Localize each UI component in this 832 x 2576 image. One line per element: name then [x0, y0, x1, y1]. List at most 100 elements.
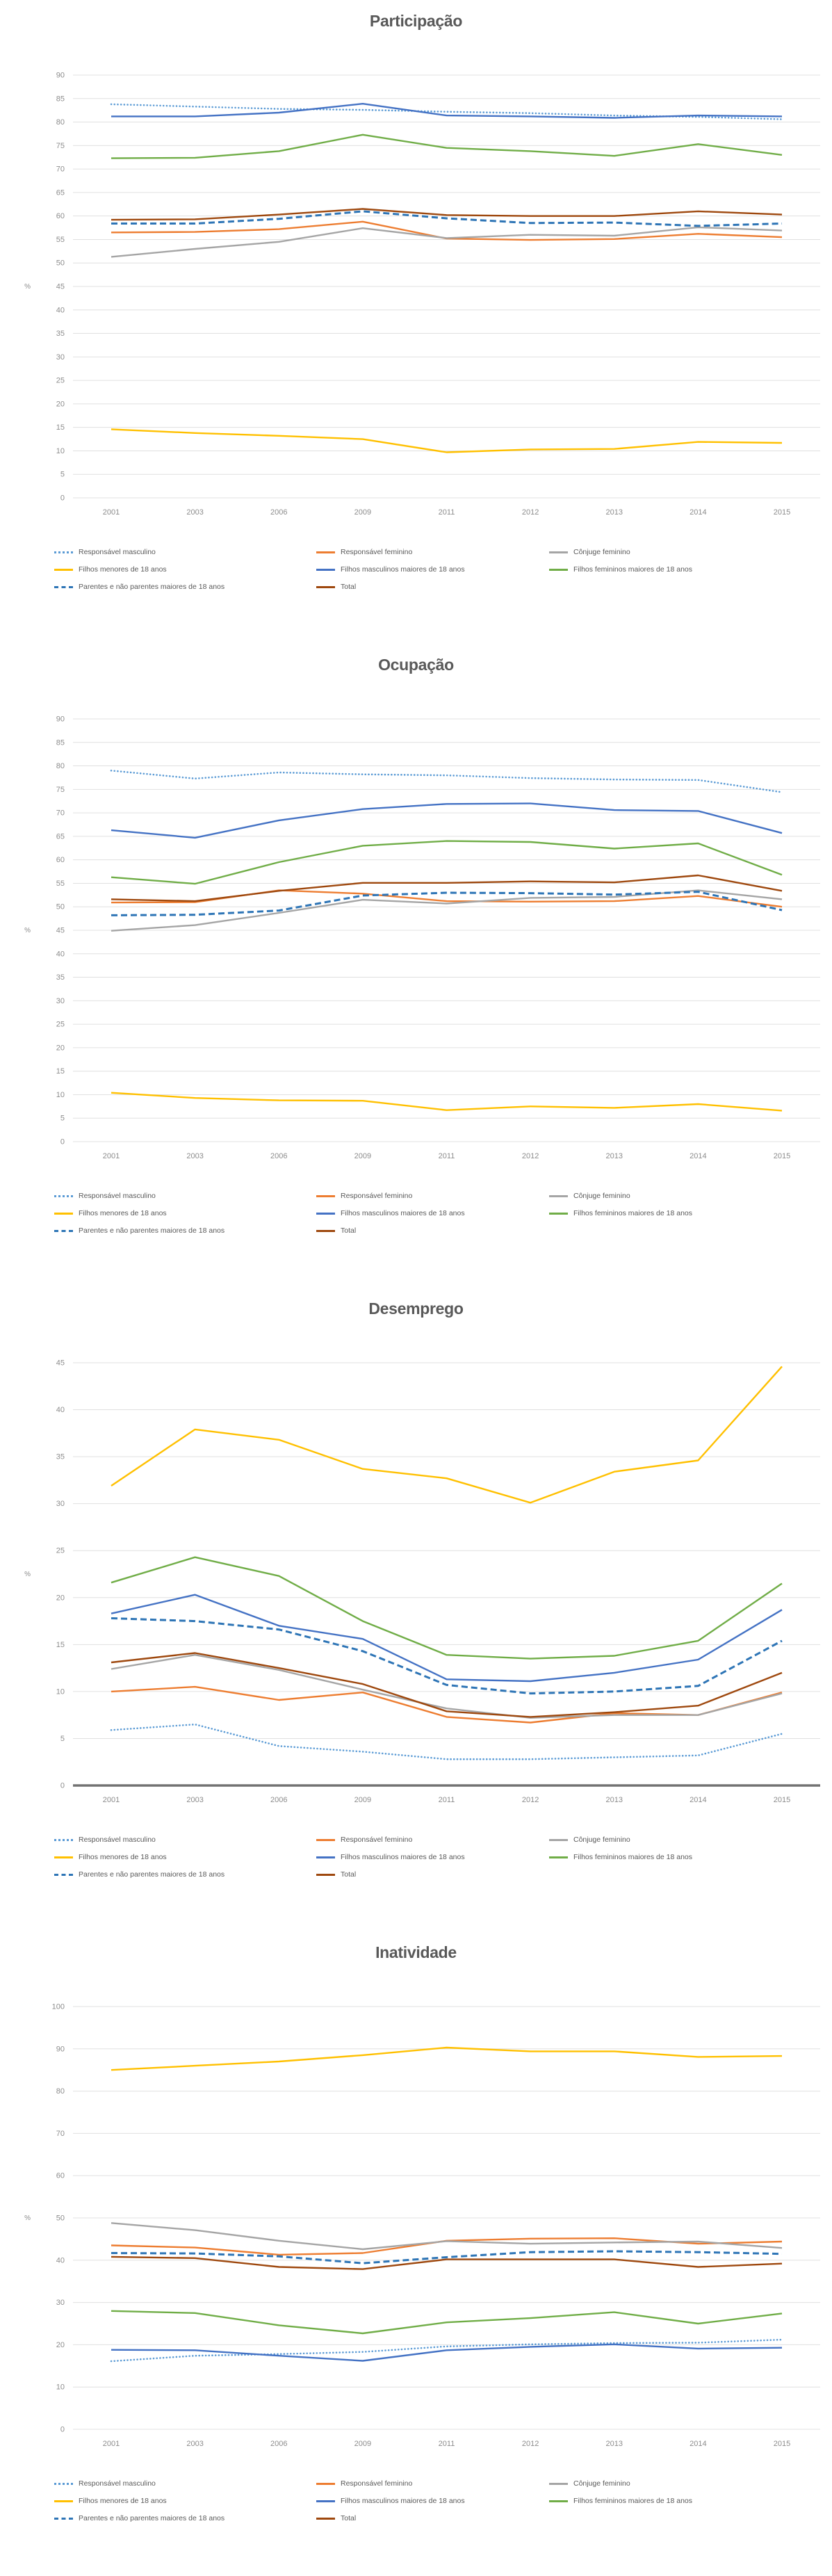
- y-tick-label: 20: [56, 2341, 65, 2349]
- y-tick-label: 50: [56, 259, 65, 268]
- y-tick-label: 100: [52, 2003, 65, 2011]
- legend-label: Cônjuge feminino: [573, 1836, 630, 1844]
- y-tick-label: 60: [56, 856, 65, 864]
- chart-legend: Responsável masculino Responsável feminin…: [0, 2452, 832, 2522]
- chart-title: Desemprego: [368, 1299, 464, 1318]
- legend-marker-solid-line-icon: [54, 2500, 73, 2502]
- legend-item: Parentes e não parentes maiores de 18 an…: [54, 2514, 316, 2522]
- x-tick-label: 2011: [439, 1796, 455, 1804]
- series-line-2: [111, 2222, 783, 2251]
- legend-label: Total: [341, 583, 357, 591]
- x-tick-label: 2014: [690, 1152, 706, 1160]
- legend-item: Total: [316, 1226, 549, 1235]
- y-tick-label: 90: [56, 72, 65, 80]
- legend-item: Filhos masculinos maiores de 18 anos: [316, 2497, 549, 2505]
- legend-marker-solid-line-icon: [549, 1856, 568, 1858]
- legend-marker-solid-line-icon: [316, 2500, 335, 2502]
- series-line-6: [111, 2250, 783, 2265]
- legend-marker-solid-line-icon: [54, 1856, 73, 1858]
- legend-label: Filhos femininos maiores de 18 anos: [573, 2497, 693, 2505]
- legend-marker-solid-line-icon: [54, 1212, 73, 1215]
- legend-item: Cônjuge feminino: [549, 548, 832, 556]
- y-tick-label: 5: [60, 471, 65, 479]
- x-tick-label: 2003: [186, 1152, 203, 1160]
- legend-label: Cônjuge feminino: [573, 1192, 630, 1200]
- x-tick-label: 2015: [774, 1796, 790, 1804]
- legend-item: Filhos menores de 18 anos: [54, 1853, 316, 1861]
- x-tick-label: 2001: [103, 508, 120, 517]
- y-tick-label: 5: [60, 1735, 65, 1743]
- y-tick-label: 10: [56, 2383, 65, 2392]
- chart-legend: Responsável masculino Responsável feminin…: [0, 1808, 832, 1879]
- y-axis-title: %: [24, 2214, 31, 2222]
- legend-item: Responsável masculino: [54, 548, 316, 556]
- y-tick-label: 40: [56, 2256, 65, 2265]
- y-tick-label: 90: [56, 715, 65, 724]
- series-line-1: [111, 1685, 783, 1724]
- series-line-3: [111, 1366, 783, 1504]
- x-tick-label: 2006: [270, 2440, 287, 2448]
- legend-marker-solid-line-icon: [549, 2482, 568, 2485]
- x-tick-label: 2001: [103, 2440, 120, 2448]
- legend-item: Responsável feminino: [316, 1192, 549, 1200]
- legend-marker-solid-line-icon: [316, 1856, 335, 1858]
- x-tick-label: 2012: [522, 2440, 539, 2448]
- legend-item: Cônjuge feminino: [549, 1836, 832, 1844]
- y-tick-label: 30: [56, 1500, 65, 1508]
- y-tick-label: 75: [56, 786, 65, 794]
- legend-marker-solid-line-icon: [54, 568, 73, 571]
- legend-label: Total: [341, 1870, 357, 1879]
- legend-label: Responsável feminino: [341, 2479, 413, 2488]
- y-tick-label: 70: [56, 2130, 65, 2138]
- series-line-4: [111, 2343, 783, 2362]
- chart-plot: 0 5 10 15 20 25 30 35 40 45 50 55 60 65 70 75 80 85 90% 200…: [24, 72, 820, 517]
- y-tick-label: 0: [60, 1782, 65, 1790]
- legend-marker-solid-line-icon: [549, 1194, 568, 1197]
- y-tick-label: 20: [56, 1044, 65, 1052]
- legend-item: Cônjuge feminino: [549, 2479, 832, 2488]
- legend-marker-solid-line-icon: [316, 2517, 335, 2520]
- y-tick-label: 30: [56, 997, 65, 1005]
- y-tick-label: 70: [56, 165, 65, 174]
- y-tick-label: 85: [56, 95, 65, 103]
- y-tick-label: 25: [56, 1021, 65, 1029]
- legend-label: Responsável feminino: [341, 1836, 413, 1844]
- y-tick-label: 60: [56, 2172, 65, 2180]
- x-tick-label: 2015: [774, 1152, 790, 1160]
- legend-label: Filhos menores de 18 anos: [79, 1209, 167, 1217]
- y-tick-label: 35: [56, 330, 65, 338]
- legend-label: Responsável masculino: [79, 548, 156, 556]
- legend-label: Responsável masculino: [79, 2479, 156, 2488]
- series-line-1: [111, 220, 783, 241]
- legend-item: Total: [316, 583, 549, 591]
- series-line-7: [111, 1652, 783, 1718]
- y-tick-label: 45: [56, 1359, 65, 1368]
- y-tick-label: 25: [56, 1547, 65, 1555]
- legend-label: Responsável feminino: [341, 1192, 413, 1200]
- x-tick-label: 2011: [439, 508, 455, 517]
- y-tick-label: 10: [56, 447, 65, 455]
- legend-item: Responsável masculino: [54, 2479, 316, 2488]
- legend-item: Parentes e não parentes maiores de 18 an…: [54, 1870, 316, 1879]
- chart-plot: 0 10 20 30 40 50 60 70 80 90 100% 2001 2003 2006 2009 2…: [24, 2003, 820, 2448]
- legend-label: Filhos masculinos maiores de 18 anos: [341, 2497, 465, 2505]
- legend-marker-solid-line-icon: [549, 2500, 568, 2502]
- y-tick-label: 0: [60, 1138, 65, 1147]
- legend-marker-solid-line-icon: [316, 568, 335, 571]
- legend-marker-solid-line-icon: [316, 1838, 335, 1841]
- series-line-5: [111, 2310, 783, 2335]
- y-axis-title: %: [24, 283, 31, 291]
- series-line-7: [111, 2255, 783, 2270]
- x-tick-label: 2015: [774, 508, 790, 517]
- series-line-5: [111, 840, 783, 885]
- x-tick-label: 2012: [522, 508, 539, 517]
- legend-marker-dashed-line-icon: [54, 585, 73, 588]
- y-tick-label: 10: [56, 1091, 65, 1099]
- y-tick-label: 35: [56, 1453, 65, 1461]
- y-tick-label: 40: [56, 950, 65, 958]
- legend-label: Parentes e não parentes maiores de 18 an…: [79, 1870, 225, 1879]
- y-tick-label: 25: [56, 377, 65, 385]
- legend-marker-dotted-line-icon: [54, 1194, 73, 1197]
- legend-item: Total: [316, 2514, 549, 2522]
- legend-label: Filhos menores de 18 anos: [79, 2497, 167, 2505]
